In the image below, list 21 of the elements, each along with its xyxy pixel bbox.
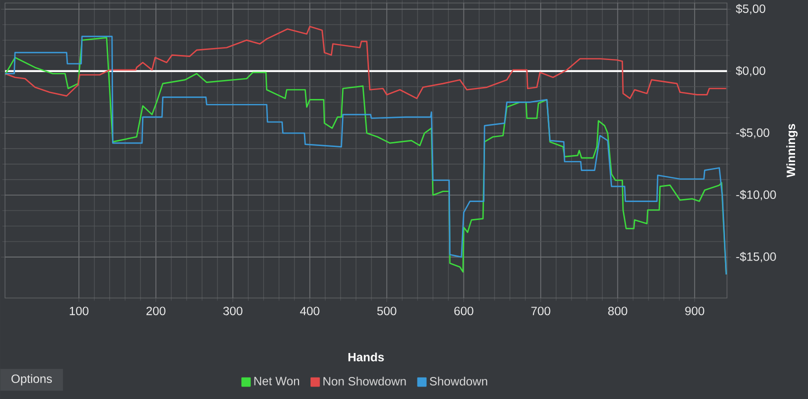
x-tick-label: 700: [531, 306, 550, 316]
y-tick-label: -$15,00: [736, 252, 776, 262]
x-tick-label: 300: [223, 306, 242, 316]
y-tick-label: $0,00: [736, 66, 766, 76]
y-tick-label: $5,00: [736, 4, 766, 14]
x-tick-label: 600: [454, 306, 474, 316]
x-tick-label: 400: [300, 306, 320, 316]
legend-label: Showdown: [430, 376, 488, 386]
legend-label: Non Showdown: [324, 376, 406, 386]
x-tick-label: 100: [70, 306, 88, 316]
line-series: [5, 26, 727, 100]
x-tick-label: 500: [377, 306, 396, 316]
y-axis-title: Winnings: [786, 124, 798, 178]
y-tick-label: -$5,00: [736, 128, 770, 138]
x-tick-label: 800: [608, 306, 628, 316]
legend-label: Net Won: [254, 376, 300, 386]
x-tick-label: 200: [146, 306, 166, 316]
x-axis-title: Hands: [348, 352, 384, 362]
y-tick-label: -$10,00: [736, 190, 776, 200]
x-tick-label: 900: [685, 306, 704, 316]
text: Options: [12, 374, 52, 386]
